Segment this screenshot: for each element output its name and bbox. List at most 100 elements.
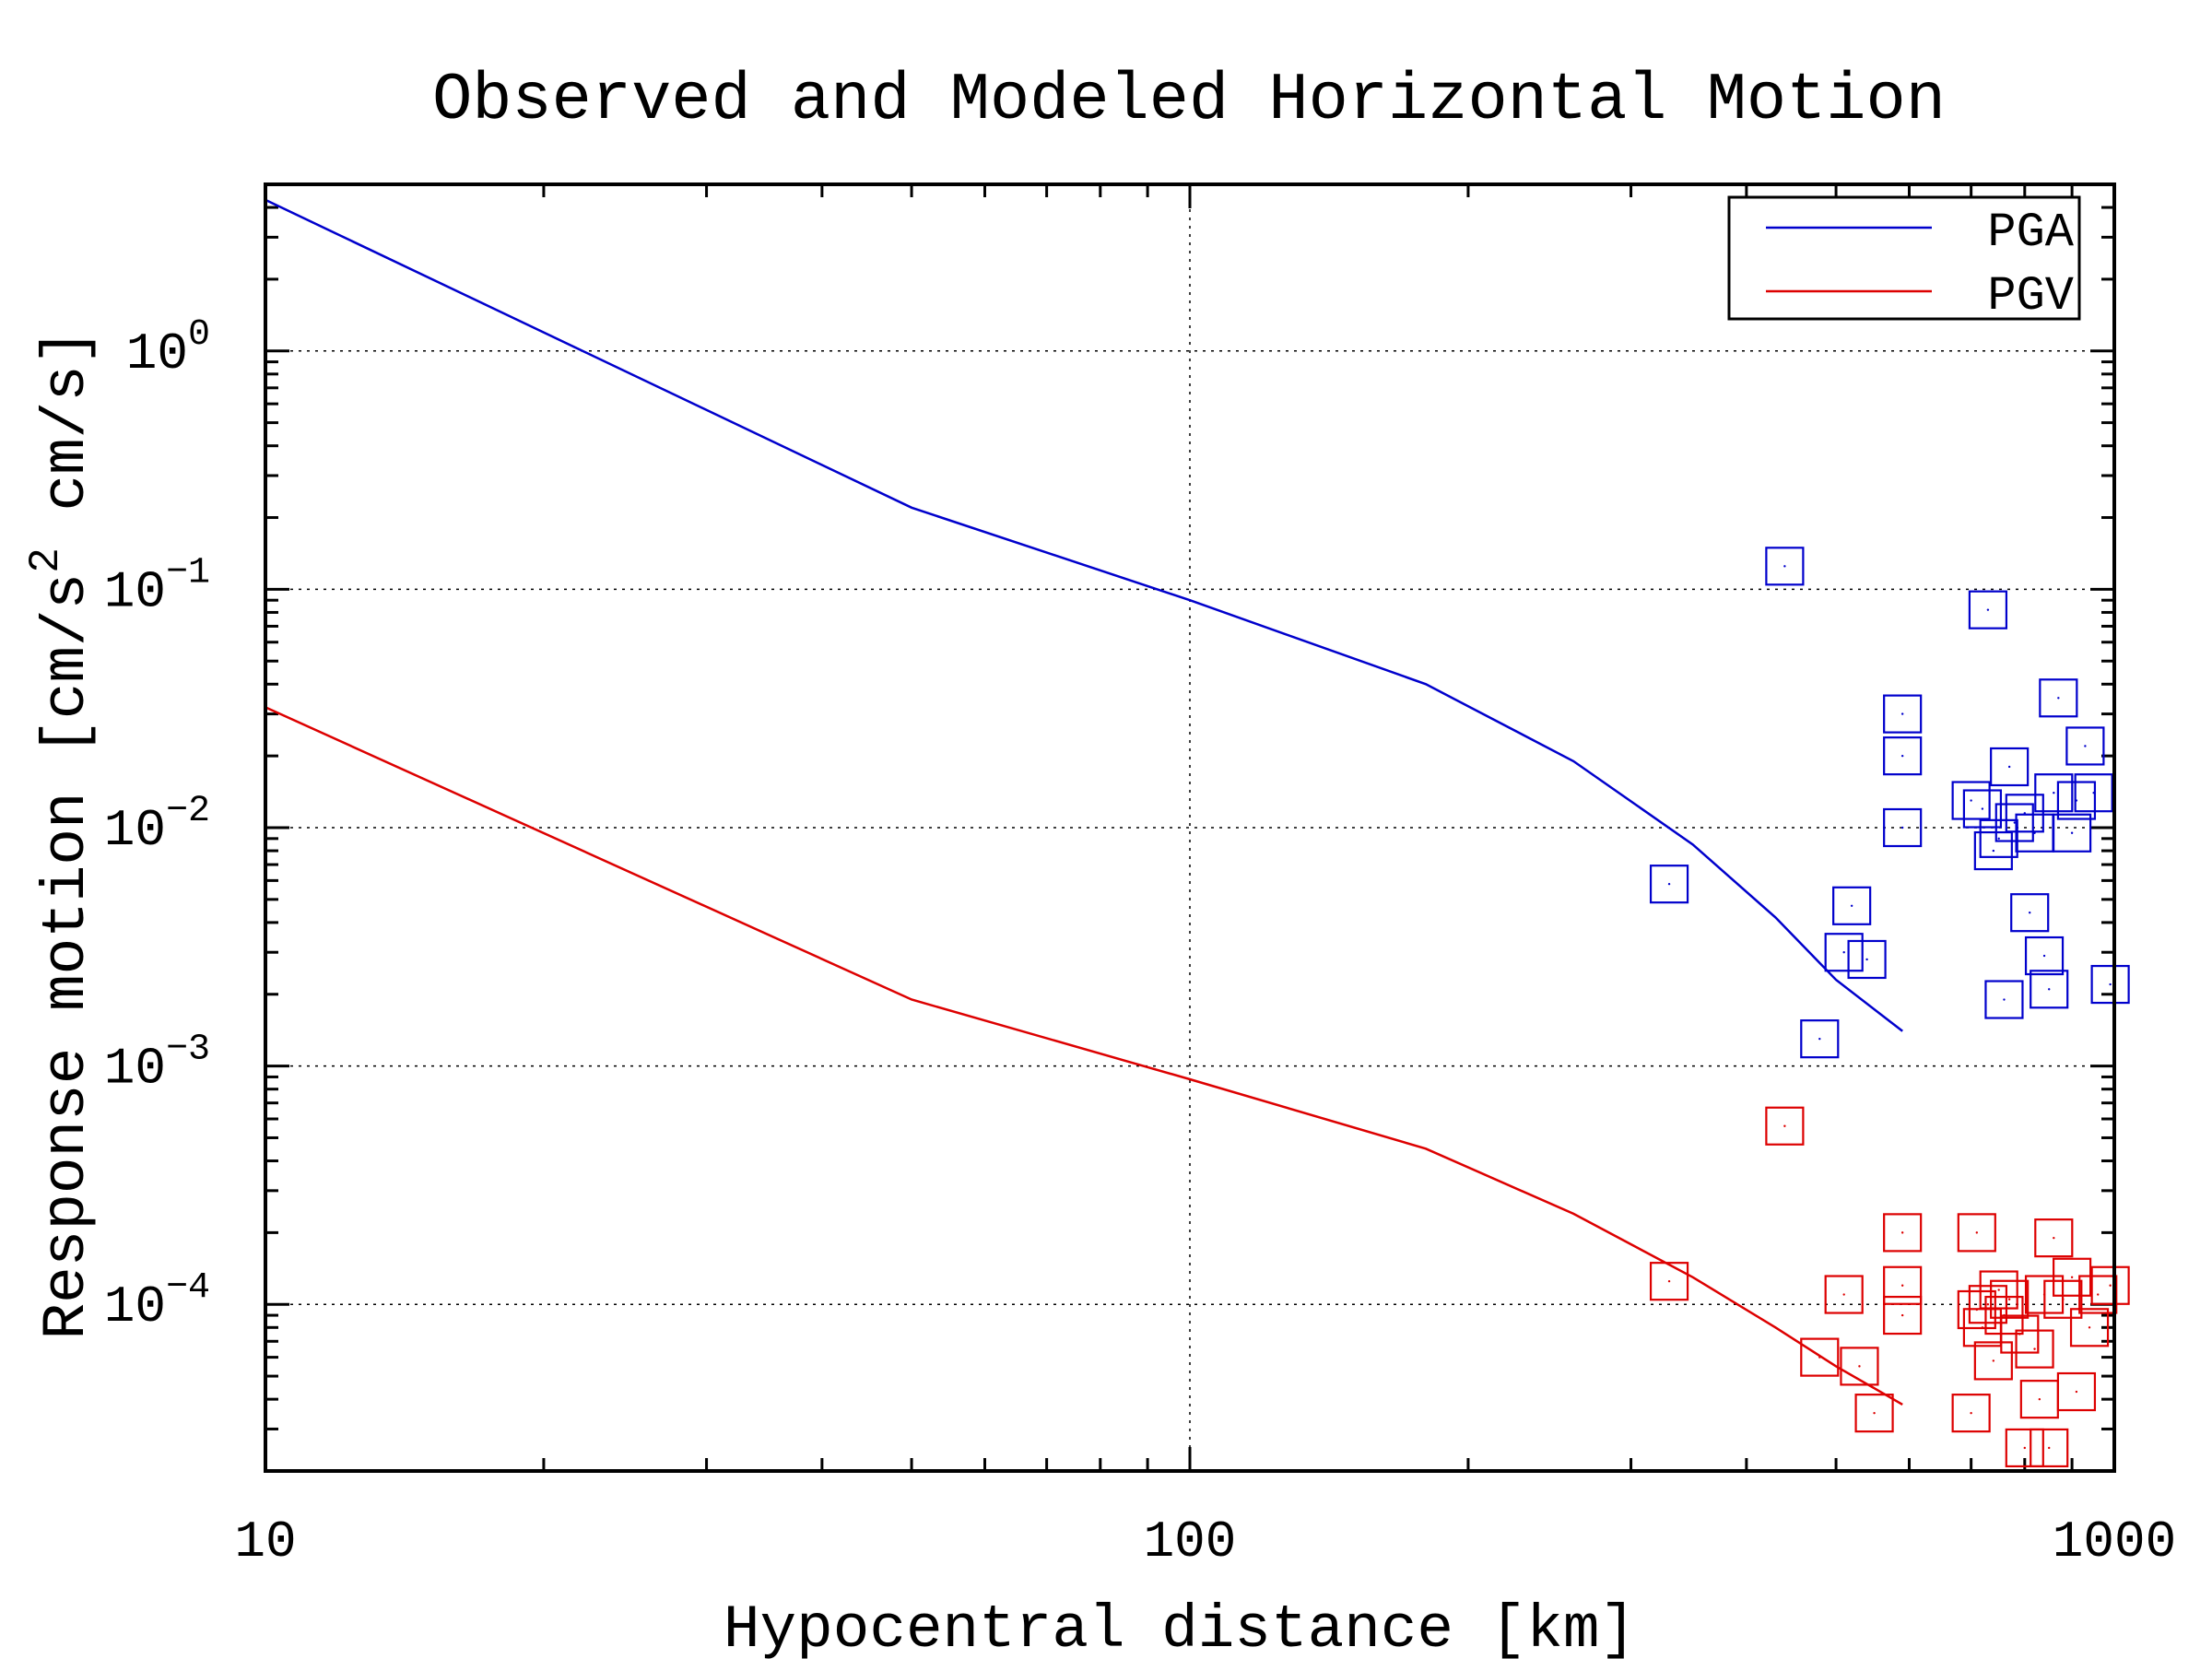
marker-pga [1824, 933, 1864, 972]
x-axis-label: Hypocentral distance [km] [724, 1595, 1636, 1659]
marker-pgv [2030, 1428, 2069, 1468]
x-tick-label: 1000 [2053, 1512, 2176, 1571]
marker-pga [1951, 781, 1991, 820]
marker-center-pgv [1900, 1231, 1904, 1234]
marker-pgv [1765, 1106, 1805, 1146]
marker-pgv [1883, 1265, 1923, 1305]
marker-center-pgv [2109, 1284, 2112, 1287]
marker-center-pgv [1970, 1411, 1972, 1415]
marker-pgv [2078, 1275, 2118, 1314]
marker-center-pgv [2033, 1347, 2036, 1350]
marker-center-pgv [1783, 1124, 1786, 1127]
marker-center-pga [1850, 904, 1853, 908]
marker-center-pga [2029, 912, 2031, 914]
marker-pga [1984, 980, 2024, 1019]
marker-center-pga [2084, 745, 2087, 747]
marker-pgv [1840, 1347, 1879, 1386]
y-tick-labels: 100 10−1 10−2 10−3 10−4 [104, 314, 210, 1336]
marker-pga [2034, 773, 2074, 813]
marker-center-pgv [1981, 1326, 1984, 1329]
marker-center-pga [2053, 792, 2055, 794]
marker-pgv [2000, 1314, 2040, 1354]
marker-center-pgv [1818, 1356, 1821, 1359]
marker-pga [2030, 970, 2069, 1009]
y-tick-label: 100 [126, 314, 210, 383]
marker-center-pga [2042, 954, 2046, 958]
marker-pga [2005, 794, 2044, 833]
marker-center-pga [1818, 1037, 1821, 1041]
marker-pga [1883, 694, 1923, 734]
legend: PGA PGV [1727, 195, 2081, 324]
marker-pga [1973, 830, 2013, 871]
marker-pgv [1951, 1394, 1991, 1433]
y-tick-label: 10−3 [104, 1030, 210, 1099]
marker-pga [2090, 964, 2130, 1005]
marker-pgv [2069, 1308, 2110, 1347]
marker-pgv [1649, 1262, 1689, 1301]
marker-center-pga [1992, 849, 1995, 853]
marker-pgv [1973, 1341, 2013, 1381]
marker-pgv [1824, 1275, 1864, 1314]
x-tick-labels: 10 100 1000 [234, 1512, 2176, 1571]
marker-pgv [1979, 1270, 2018, 1310]
marker-center-pga [2092, 792, 2095, 794]
marker-center-pga [1865, 958, 1868, 961]
y-tick-label: 10−2 [104, 791, 210, 860]
marker-pga [1832, 886, 1872, 925]
marker-pgv [2090, 1265, 2130, 1305]
marker-pgv [1883, 1213, 1923, 1253]
marker-center-pga [2003, 998, 2006, 1001]
marker-center-pgv [1667, 1279, 1671, 1283]
marker-center-pga [2007, 765, 2011, 769]
marker-pga [1765, 547, 1805, 586]
marker-center-pgv [1986, 1303, 1990, 1306]
series-line-pgv [265, 706, 1903, 1406]
marker-center-pgv [1842, 1293, 1845, 1296]
marker-pga [2039, 678, 2078, 718]
marker-pgv [2034, 1218, 2074, 1258]
marker-pga [1962, 789, 2003, 829]
marker-center-pga [2057, 697, 2060, 700]
marker-pgv [1990, 1279, 2030, 1319]
marker-center-pga [1900, 712, 1904, 715]
marker-center-pgv [1997, 1288, 2000, 1291]
marker-center-pga [2033, 831, 2036, 834]
marker-pgv [2056, 1371, 2097, 1412]
marker-center-pga [2048, 988, 2051, 991]
marker-pga [1883, 736, 1923, 776]
marker-center-pga [1667, 882, 1671, 886]
marker-center-pgv [2070, 1276, 2074, 1278]
marker-center-pgv [2097, 1293, 2100, 1296]
marker-center-pgv [2088, 1326, 2091, 1329]
marker-pga [2010, 893, 2050, 933]
series-line-pga [265, 198, 1903, 1032]
legend-label-pga: PGA [1987, 206, 2074, 260]
marker-center-pga [1970, 799, 1972, 802]
grid-lines [265, 184, 2114, 1471]
y-axis-label: Response motion [cm/s2 cm/s] [22, 329, 101, 1340]
marker-center-pgv [1992, 1359, 1995, 1362]
marker-center-pga [2013, 821, 2016, 824]
marker-pga [2024, 935, 2065, 976]
marker-center-pga [2070, 831, 2074, 834]
marker-pgv [2053, 1257, 2092, 1297]
marker-pgv [1800, 1337, 1840, 1377]
marker-pga [2065, 726, 2105, 766]
chart-title: Observed and Modeled Horizontal Motion [432, 63, 1946, 138]
marker-center-pgv [2062, 1298, 2065, 1300]
marker-pgv [1883, 1295, 1923, 1335]
marker-pgv [2005, 1428, 2044, 1468]
marker-center-pga [1842, 951, 1845, 954]
marker-center-pga [1900, 754, 1904, 758]
legend-label-pgv: PGV [1987, 269, 2074, 324]
x-tick-label: 10 [234, 1512, 296, 1571]
marker-center-pgv [2007, 1298, 2011, 1300]
marker-center-pga [1783, 565, 1786, 568]
x-tick-label: 100 [1144, 1512, 1237, 1571]
y-tick-label: 10−1 [104, 552, 210, 621]
legend-box [1727, 195, 2081, 321]
observed-markers [1649, 547, 2130, 1468]
marker-center-pgv [2048, 1446, 2051, 1450]
marker-center-pgv [1858, 1365, 1861, 1368]
